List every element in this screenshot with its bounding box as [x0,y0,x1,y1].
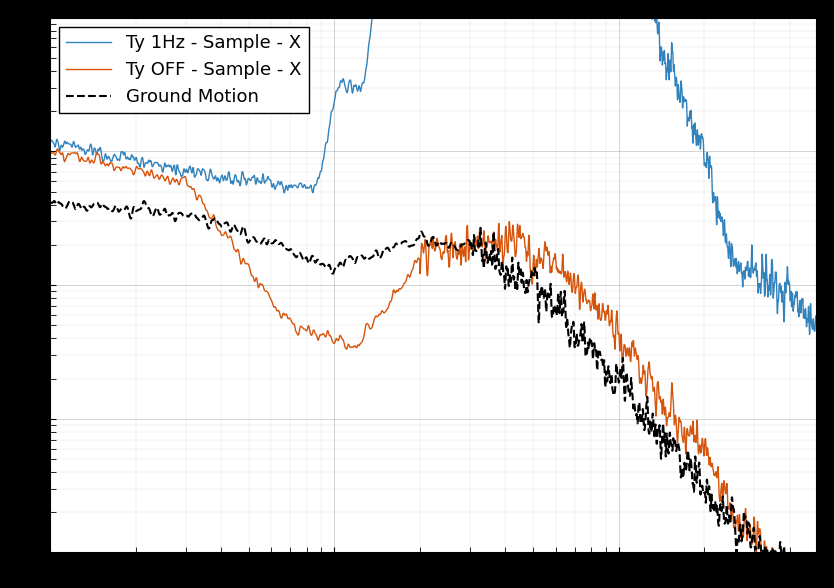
Ground Motion [618,355,628,362]
Ty 1Hz - Sample - X [184,163,194,171]
Ground Motion [339,263,349,270]
Ty OFF - Sample - X [184,183,194,191]
Legend: Ty 1Hz - Sample - X, Ty OFF - Sample - X, Ground Motion: Ty 1Hz - Sample - X, Ty OFF - Sample - X… [59,26,309,113]
Ty 1Hz - Sample - X [805,331,815,338]
Ground Motion [49,198,59,205]
Line: Ground Motion: Ground Motion [50,201,817,588]
Ty OFF - Sample - X [339,337,349,344]
Ty 1Hz - Sample - X [45,138,55,145]
Line: Ty 1Hz - Sample - X: Ty 1Hz - Sample - X [50,0,817,335]
Ground Motion [505,276,515,283]
Ty OFF - Sample - X [505,232,515,239]
Ty 1Hz - Sample - X [812,309,822,316]
Ty 1Hz - Sample - X [339,75,349,82]
Ty OFF - Sample - X [618,358,628,365]
Ty OFF - Sample - X [45,149,55,156]
Ty 1Hz - Sample - X [676,78,686,85]
Ground Motion [676,473,686,480]
Ground Motion [544,294,554,301]
Ty OFF - Sample - X [676,419,686,426]
Ground Motion [184,212,194,219]
Ty OFF - Sample - X [544,249,554,256]
Line: Ty OFF - Sample - X: Ty OFF - Sample - X [50,149,817,588]
Ty OFF - Sample - X [53,145,63,152]
Ground Motion [45,199,55,206]
